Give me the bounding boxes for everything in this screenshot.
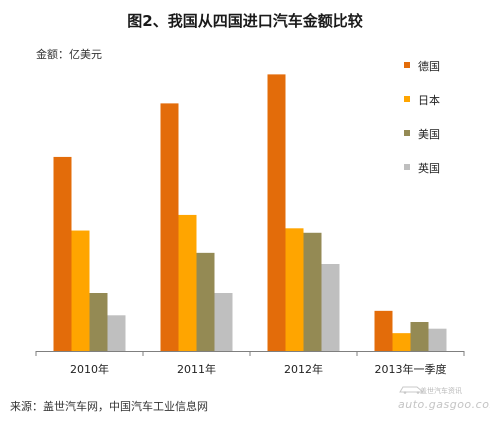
- watermark-url: auto.gasgoo.com: [398, 398, 490, 411]
- bar-德国-2011年: [160, 103, 179, 351]
- bars-group: [53, 74, 447, 351]
- bar-英国-2010年: [107, 315, 126, 351]
- x-tick-label: 2010年: [70, 362, 109, 376]
- x-axis-labels: 2010年 2011年 2012年 2013年一季度: [70, 362, 447, 376]
- bar-英国-2012年: [321, 264, 340, 351]
- legend-label: 英国: [418, 162, 440, 175]
- source-note: 来源：盖世汽车网，中国汽车工业信息网: [10, 400, 208, 413]
- legend-label: 日本: [418, 94, 440, 107]
- watermark-tagline: 盖世汽车资讯: [420, 387, 462, 395]
- bar-德国-2013年一季度: [374, 310, 393, 351]
- bar-日本-2012年: [285, 228, 304, 351]
- bar-日本-2010年: [71, 230, 90, 351]
- legend-swatch: [404, 164, 410, 170]
- chart-title: 图2、我国从四国进口汽车金额比较: [127, 12, 363, 30]
- legend-swatch: [404, 130, 410, 136]
- x-tick-label: 2013年一季度: [375, 362, 447, 376]
- legend-label: 美国: [418, 128, 440, 141]
- legend-label: 德国: [418, 60, 440, 73]
- bar-美国-2013年一季度: [410, 322, 429, 351]
- x-tick-label: 2011年: [177, 362, 216, 376]
- x-axis-ticks: [35, 351, 465, 356]
- bar-英国-2011年: [214, 293, 233, 351]
- legend-swatch: [404, 96, 410, 102]
- unit-label: 金额：亿美元: [36, 48, 102, 61]
- bar-美国-2012年: [303, 232, 322, 351]
- bar-德国-2010年: [53, 156, 72, 351]
- legend-swatch: [404, 62, 410, 68]
- bar-日本-2011年: [178, 214, 197, 351]
- bar-美国-2011年: [196, 252, 215, 351]
- x-tick-label: 2012年: [284, 362, 323, 376]
- bar-日本-2013年一季度: [392, 333, 411, 351]
- bar-德国-2012年: [267, 74, 286, 351]
- bar-英国-2013年一季度: [428, 328, 447, 351]
- gasgoo-watermark: 盖世汽车资讯 auto.gasgoo.com: [392, 384, 490, 418]
- car-logo-icon: [399, 386, 425, 394]
- bar-美国-2010年: [89, 293, 108, 351]
